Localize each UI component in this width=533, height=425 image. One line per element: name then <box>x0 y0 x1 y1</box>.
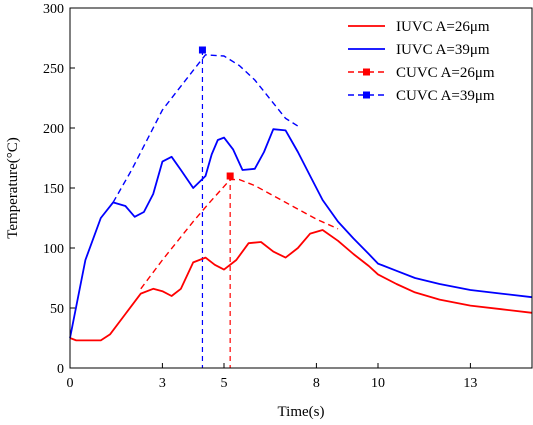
series-line-3 <box>140 178 339 290</box>
x-tick-label: 13 <box>463 376 477 391</box>
x-tick-label: 10 <box>371 376 385 391</box>
y-tick-label: 200 <box>43 122 64 137</box>
x-axis: 0 3 5 8 10 13 <box>67 363 477 391</box>
y-axis: 0 50 100 150 200 250 300 <box>43 2 75 377</box>
y-tick-label: 50 <box>50 302 64 317</box>
peak-guide-lines <box>201 50 231 368</box>
legend: IUVC A=26μm IUVC A=39μm CUVC A=26μm CUVC A=… <box>348 19 495 104</box>
legend-label-3: CUVC A=26μm <box>396 65 495 81</box>
y-tick-label: 100 <box>43 242 64 257</box>
x-tick-label: 8 <box>313 376 320 391</box>
y-axis-label: Temperature(°C) <box>5 137 21 239</box>
x-tick-label: 5 <box>221 376 228 391</box>
series-line-4 <box>112 54 302 203</box>
x-tick-label: 3 <box>159 376 166 391</box>
y-tick-label: 0 <box>57 362 64 377</box>
y-tick-label: 150 <box>43 182 64 197</box>
x-tick-label: 0 <box>67 376 74 391</box>
legend-label-1: IUVC A=26μm <box>396 19 490 35</box>
y-tick-label: 300 <box>43 2 64 17</box>
series-layer <box>69 54 533 342</box>
y-tick-label: 250 <box>43 62 64 77</box>
x-axis-label: Time(s) <box>278 404 325 420</box>
series-line-2 <box>69 128 533 339</box>
legend-marker-4 <box>363 91 370 99</box>
legend-marker-3 <box>363 68 370 76</box>
series-line-1 <box>69 229 533 342</box>
legend-label-4: CUVC A=39μm <box>396 88 495 104</box>
peak-marker-3 <box>226 172 234 180</box>
legend-label-2: IUVC A=39μm <box>396 42 490 58</box>
peak-marker-4 <box>198 46 206 54</box>
peak-markers <box>198 46 234 180</box>
plot-frame <box>69 7 533 369</box>
